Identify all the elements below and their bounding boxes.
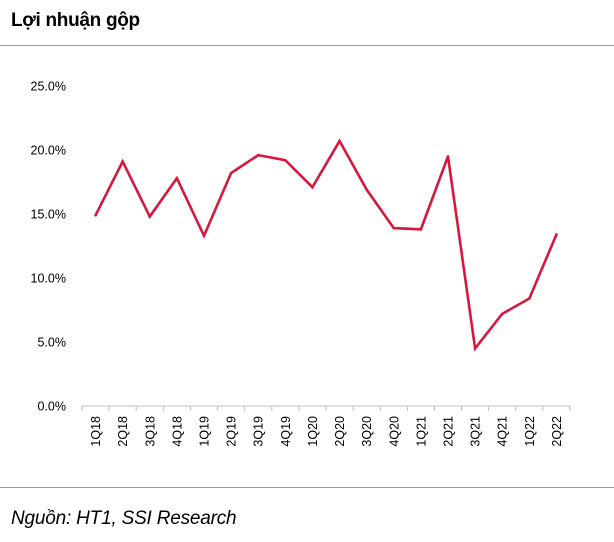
x-tick-label: 4Q20 bbox=[387, 416, 401, 447]
y-tick-label: 25.0% bbox=[31, 80, 66, 94]
x-tick-label: 2Q19 bbox=[225, 416, 239, 447]
y-tick-label: 5.0% bbox=[38, 336, 67, 350]
x-tick-label: 1Q22 bbox=[523, 416, 537, 447]
chart-title: Lợi nhuận gộp bbox=[11, 10, 140, 31]
data-point bbox=[528, 297, 531, 300]
data-point bbox=[256, 153, 260, 157]
data-point bbox=[175, 176, 179, 180]
source-note: Nguồn: HT1, SSI Research bbox=[11, 508, 237, 529]
x-tick-label: 2Q20 bbox=[333, 416, 347, 447]
data-point bbox=[365, 188, 368, 191]
x-tick-label: 1Q18 bbox=[89, 416, 103, 447]
x-tick-label: 1Q21 bbox=[414, 416, 428, 447]
line-chart: 0.0% 5.0% 10.0% 15.0% 20.0% 25.0% 1Q18 2Q18 3Q1… bbox=[31, 80, 571, 447]
data-point bbox=[94, 213, 97, 217]
x-axis-labels: 1Q18 2Q18 3Q18 4Q18 1Q19 2Q19 3Q19 4Q19 1Q20 2Q20… bbox=[89, 416, 564, 447]
data-point bbox=[500, 312, 504, 316]
data-point bbox=[338, 139, 341, 143]
x-tick-label: 3Q21 bbox=[469, 416, 483, 447]
data-point bbox=[121, 160, 124, 163]
data-point bbox=[284, 158, 287, 162]
y-tick-label: 10.0% bbox=[31, 272, 66, 286]
series-line bbox=[94, 138, 558, 352]
data-point bbox=[419, 228, 423, 231]
x-axis bbox=[81, 405, 571, 411]
data-point bbox=[311, 185, 314, 189]
x-tick-label: 1Q20 bbox=[306, 416, 320, 447]
data-point bbox=[202, 234, 206, 238]
series-group bbox=[94, 138, 558, 352]
y-axis-labels: 0.0% 5.0% 10.0% 15.0% 20.0% 25.0% bbox=[31, 80, 66, 414]
data-point bbox=[555, 233, 558, 236]
bottom-divider bbox=[0, 487, 614, 488]
x-tick-label: 3Q18 bbox=[143, 416, 157, 447]
chart-area: 0.0% 5.0% 10.0% 15.0% 20.0% 25.0% 1Q18 2Q18 3Q1… bbox=[0, 46, 614, 486]
data-point bbox=[392, 226, 396, 230]
data-point bbox=[446, 155, 450, 158]
y-tick-label: 0.0% bbox=[38, 400, 67, 414]
data-point bbox=[148, 215, 152, 218]
y-tick-label: 20.0% bbox=[31, 144, 66, 158]
y-tick-label: 15.0% bbox=[31, 208, 66, 222]
x-tick-label: 2Q22 bbox=[550, 416, 564, 447]
x-tick-label: 3Q20 bbox=[360, 416, 374, 447]
data-point bbox=[473, 347, 477, 350]
x-tick-label: 1Q19 bbox=[198, 416, 212, 447]
x-tick-label: 2Q21 bbox=[442, 416, 456, 447]
data-point bbox=[229, 171, 233, 175]
top-divider bbox=[0, 45, 614, 46]
x-tick-label: 2Q18 bbox=[116, 416, 130, 447]
x-tick-label: 3Q19 bbox=[252, 416, 266, 447]
x-tick-label: 4Q19 bbox=[279, 416, 293, 447]
x-tick-label: 4Q18 bbox=[170, 416, 184, 447]
x-tick-label: 4Q21 bbox=[496, 416, 510, 447]
